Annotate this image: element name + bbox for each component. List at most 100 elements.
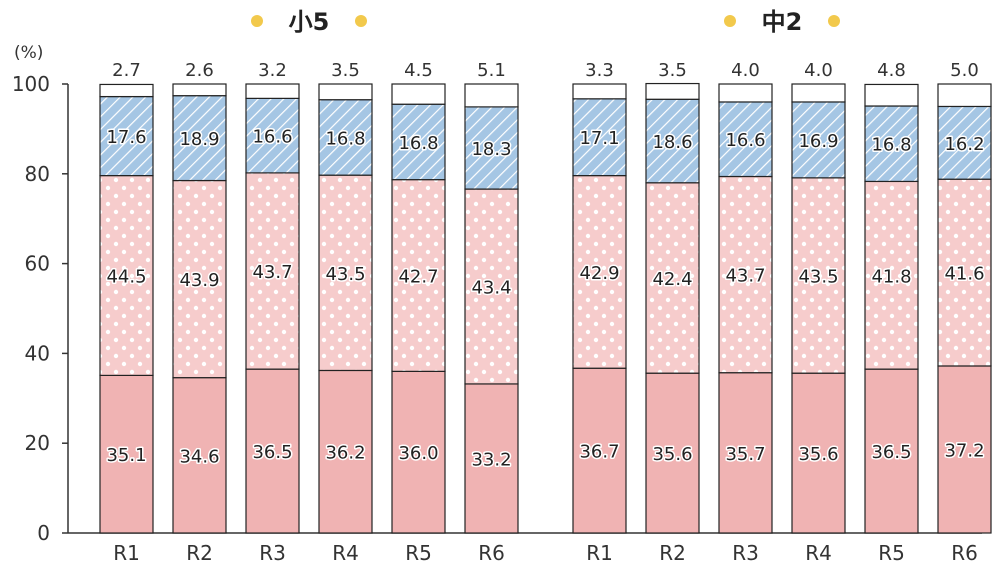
data-label: 41.6 (944, 264, 984, 285)
data-label: 18.9 (179, 129, 219, 150)
bar-segment (245, 83, 300, 99)
bar-segment (172, 377, 227, 534)
bar-segment (99, 174, 154, 377)
data-label: 4.8 (877, 60, 906, 81)
data-label: 43.5 (325, 264, 365, 285)
bar-segment (391, 83, 446, 105)
data-label: 17.1 (579, 128, 619, 149)
bar-segment (791, 101, 846, 179)
data-label: 5.1 (477, 60, 506, 81)
data-label: 2.6 (185, 60, 214, 81)
data-label: 16.6 (725, 130, 765, 151)
title-dot-icon (828, 15, 840, 27)
bar-segment (645, 182, 700, 374)
group-title: 中2 (762, 8, 803, 36)
data-label: 5.0 (950, 60, 979, 81)
bar-segment (864, 83, 919, 107)
bar-segment (572, 174, 627, 369)
bar-segment (645, 98, 700, 184)
data-label: 42.4 (652, 269, 692, 290)
bar-segment (937, 105, 992, 180)
x-tick-label: R6 (478, 541, 505, 565)
bar-segment (464, 83, 519, 108)
bar-segment (318, 99, 373, 176)
bar-segment (245, 172, 300, 370)
data-label: 18.6 (652, 132, 692, 153)
data-label: 4.5 (404, 60, 433, 81)
title-dot-icon (724, 15, 736, 27)
bar-segment (937, 83, 992, 108)
bar-segment (172, 179, 227, 379)
data-label: 34.6 (179, 446, 219, 467)
bar-segment (464, 188, 519, 385)
bar-segment (391, 370, 446, 534)
data-label: 16.8 (398, 133, 438, 154)
y-tick-label: 100 (12, 72, 50, 96)
group-title: 小5 (289, 8, 330, 36)
title-dot-icon (355, 15, 367, 27)
data-label: 16.8 (325, 128, 365, 149)
bar-segment (464, 106, 519, 190)
data-label: 4.0 (804, 60, 833, 81)
bar-segment (245, 97, 300, 174)
bar-segment (99, 374, 154, 534)
data-label: 42.9 (579, 263, 619, 284)
bar-segment (99, 95, 154, 177)
data-label: 3.3 (585, 60, 614, 81)
data-label: 36.2 (325, 443, 365, 464)
bar-segment (572, 98, 627, 177)
bar-segment (645, 82, 700, 100)
data-label: 37.2 (944, 440, 984, 461)
data-label: 3.2 (258, 60, 287, 81)
data-label: 16.2 (944, 134, 984, 155)
bar-segment (318, 369, 373, 534)
title-dot-icon (251, 15, 263, 27)
y-tick-label: 20 (25, 431, 50, 455)
data-label: 3.5 (658, 60, 687, 81)
bar-segment (572, 367, 627, 534)
y-tick-label: 0 (37, 521, 50, 545)
data-label: 18.3 (471, 139, 511, 160)
y-tick-label: 80 (25, 162, 50, 186)
data-label: 16.9 (798, 131, 838, 152)
bar-segment (718, 372, 773, 534)
x-tick-label: R1 (586, 541, 613, 565)
bar-segment (172, 83, 227, 97)
unit-label: (%) (14, 43, 43, 63)
bar-segment (718, 101, 773, 178)
bar-segment (718, 175, 773, 374)
x-tick-label: R4 (332, 541, 359, 565)
data-label: 43.9 (179, 270, 219, 291)
data-label: 36.0 (398, 443, 438, 464)
y-tick-label: 40 (25, 341, 50, 365)
data-label: 16.8 (871, 135, 911, 156)
bar-segment (718, 83, 773, 103)
x-tick-label: R5 (405, 541, 432, 565)
x-tick-label: R1 (113, 541, 140, 565)
bar-segment (937, 365, 992, 534)
data-label: 35.1 (106, 445, 146, 466)
bar-segment (791, 372, 846, 534)
x-tick-label: R2 (186, 541, 213, 565)
bar-segment (864, 105, 919, 183)
data-label: 44.5 (106, 266, 146, 287)
bar-segment (791, 177, 846, 374)
data-label: 43.4 (471, 277, 511, 298)
data-label: 36.5 (871, 442, 911, 463)
y-tick-label: 60 (25, 252, 50, 276)
x-tick-label: R6 (951, 541, 978, 565)
data-label: 42.7 (398, 266, 438, 287)
data-label: 4.0 (731, 60, 760, 81)
x-tick-label: R3 (259, 541, 286, 565)
data-label: 43.7 (725, 266, 765, 287)
data-label: 43.5 (798, 266, 838, 287)
x-tick-label: R2 (659, 541, 686, 565)
data-label: 41.8 (871, 266, 911, 287)
bar-segment (791, 83, 846, 103)
data-label: 2.7 (112, 60, 141, 81)
bar-segment (937, 178, 992, 367)
data-label: 43.7 (252, 262, 292, 283)
data-label: 17.6 (106, 127, 146, 148)
bar-segment (318, 83, 373, 101)
